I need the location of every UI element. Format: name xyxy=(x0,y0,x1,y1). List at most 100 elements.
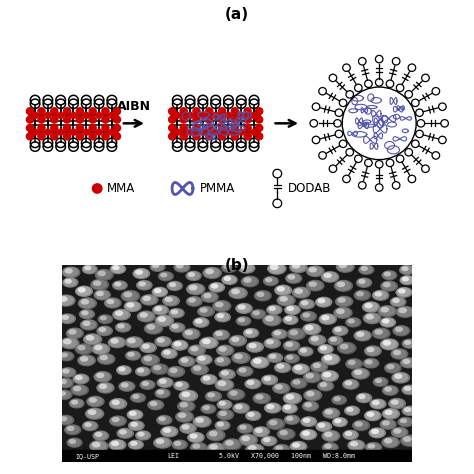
Circle shape xyxy=(134,269,148,277)
Circle shape xyxy=(114,310,128,319)
Circle shape xyxy=(152,287,167,297)
Circle shape xyxy=(333,396,345,403)
Circle shape xyxy=(323,355,337,364)
Circle shape xyxy=(241,276,258,287)
Circle shape xyxy=(196,418,203,422)
Circle shape xyxy=(92,344,109,354)
Circle shape xyxy=(121,383,128,387)
Circle shape xyxy=(283,341,300,351)
Circle shape xyxy=(61,353,67,357)
Circle shape xyxy=(286,306,299,313)
Circle shape xyxy=(145,323,163,334)
Circle shape xyxy=(127,337,141,346)
Circle shape xyxy=(391,349,408,359)
Circle shape xyxy=(249,446,256,450)
Circle shape xyxy=(255,291,271,301)
Circle shape xyxy=(356,393,372,402)
Circle shape xyxy=(266,278,272,282)
Circle shape xyxy=(218,410,232,419)
Circle shape xyxy=(344,380,357,388)
Circle shape xyxy=(201,308,207,312)
Circle shape xyxy=(152,365,166,373)
Circle shape xyxy=(110,416,126,426)
Circle shape xyxy=(190,285,197,290)
Circle shape xyxy=(353,420,369,430)
Circle shape xyxy=(219,108,226,115)
Circle shape xyxy=(138,312,153,320)
Circle shape xyxy=(217,410,234,420)
Circle shape xyxy=(169,309,184,318)
Circle shape xyxy=(245,329,257,337)
Circle shape xyxy=(63,278,78,287)
Circle shape xyxy=(339,263,346,267)
Circle shape xyxy=(158,338,164,342)
Circle shape xyxy=(257,292,264,296)
Circle shape xyxy=(247,381,254,384)
Circle shape xyxy=(334,419,346,426)
Text: DODAB: DODAB xyxy=(288,182,332,195)
Circle shape xyxy=(211,284,218,288)
Circle shape xyxy=(113,266,119,270)
Circle shape xyxy=(76,116,83,123)
Circle shape xyxy=(120,430,126,434)
Circle shape xyxy=(157,378,173,387)
Circle shape xyxy=(395,374,402,378)
Circle shape xyxy=(118,429,131,437)
Circle shape xyxy=(203,267,221,278)
Circle shape xyxy=(107,300,114,303)
Circle shape xyxy=(317,298,330,306)
Circle shape xyxy=(292,379,305,387)
Circle shape xyxy=(384,363,401,373)
Circle shape xyxy=(374,378,386,385)
Circle shape xyxy=(131,422,137,426)
Circle shape xyxy=(187,129,193,135)
Circle shape xyxy=(140,313,147,317)
Circle shape xyxy=(64,108,71,115)
Circle shape xyxy=(383,409,400,419)
Circle shape xyxy=(396,288,412,297)
Circle shape xyxy=(373,328,390,339)
Circle shape xyxy=(284,415,300,424)
Circle shape xyxy=(311,337,319,341)
Circle shape xyxy=(363,359,379,368)
Circle shape xyxy=(151,263,163,270)
Circle shape xyxy=(69,330,76,334)
Circle shape xyxy=(58,415,73,425)
Circle shape xyxy=(60,297,67,301)
Circle shape xyxy=(117,428,133,438)
Circle shape xyxy=(301,417,317,426)
Circle shape xyxy=(172,440,187,449)
Circle shape xyxy=(290,441,307,451)
Circle shape xyxy=(238,263,255,273)
Circle shape xyxy=(244,116,251,123)
Circle shape xyxy=(64,116,71,123)
Circle shape xyxy=(89,133,96,140)
Circle shape xyxy=(399,418,411,426)
Circle shape xyxy=(365,346,379,355)
Circle shape xyxy=(323,431,337,440)
Circle shape xyxy=(237,424,253,433)
Circle shape xyxy=(70,440,75,443)
Circle shape xyxy=(300,430,317,439)
Circle shape xyxy=(132,394,144,401)
Circle shape xyxy=(112,418,119,421)
Circle shape xyxy=(381,339,398,350)
Circle shape xyxy=(251,310,266,319)
Circle shape xyxy=(174,129,180,135)
Circle shape xyxy=(398,418,413,427)
Circle shape xyxy=(141,344,155,351)
Circle shape xyxy=(337,297,351,306)
Text: AIBN: AIBN xyxy=(117,100,151,113)
Circle shape xyxy=(124,292,131,297)
Circle shape xyxy=(372,429,378,433)
Circle shape xyxy=(364,359,377,367)
Circle shape xyxy=(85,266,91,270)
Circle shape xyxy=(194,319,207,326)
Circle shape xyxy=(169,125,176,131)
Circle shape xyxy=(266,317,273,321)
Circle shape xyxy=(95,373,109,381)
Circle shape xyxy=(192,365,206,374)
Circle shape xyxy=(403,407,416,414)
Circle shape xyxy=(112,400,119,404)
Circle shape xyxy=(182,425,189,429)
